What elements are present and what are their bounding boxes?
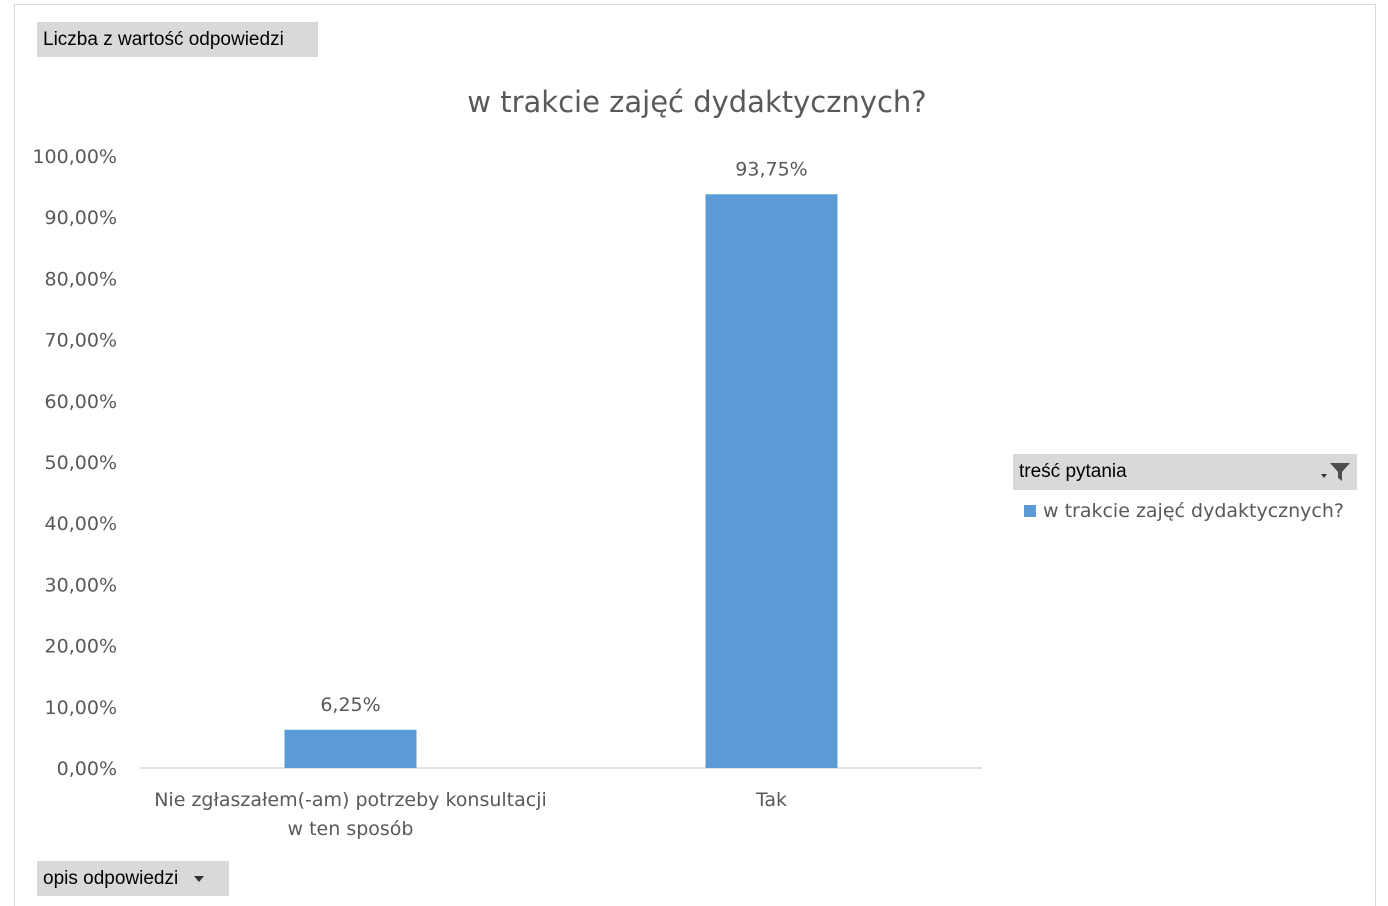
y-tick-label: 70,00% <box>45 330 117 352</box>
y-tick-label: 80,00% <box>45 268 117 290</box>
legend-swatch <box>1024 505 1036 517</box>
y-tick-label: 40,00% <box>45 513 117 535</box>
y-tick-label: 100,00% <box>32 146 117 168</box>
legend-field-button[interactable]: treść pytania <box>1013 454 1357 490</box>
data-label: 93,75% <box>735 158 807 180</box>
bar[interactable] <box>705 194 838 768</box>
y-tick-label: 30,00% <box>45 574 117 596</box>
funnel-icon <box>1330 463 1350 481</box>
x-tick-label: Tak <box>755 789 787 811</box>
y-axis: 0,00% 10,00% 20,00% 30,00% 40,00% 50,00% 60,00… <box>32 146 117 780</box>
small-dropdown-icon <box>1321 474 1327 478</box>
chart-frame <box>14 4 1376 906</box>
x-axis: Nie zgłaszałem(-am) potrzeby konsultacji… <box>154 789 787 840</box>
x-tick-label: Nie zgłaszałem(-am) potrzeby konsultacji <box>154 789 547 811</box>
legend-field-label: treść pytania <box>1019 461 1127 482</box>
legend-entry: w trakcie zajęć dydaktycznych? <box>1024 500 1344 522</box>
data-label: 6,25% <box>320 694 380 716</box>
x-tick-label: w ten sposób <box>288 818 414 840</box>
legend-entry-label: w trakcie zajęć dydaktycznych? <box>1043 500 1344 522</box>
y-tick-label: 60,00% <box>45 391 117 413</box>
bar[interactable] <box>284 729 417 768</box>
y-tick-label: 20,00% <box>45 636 117 658</box>
y-tick-label: 10,00% <box>45 697 117 719</box>
bar-series: 6,25% 93,75% <box>284 158 838 768</box>
values-field-button[interactable]: Liczba z wartość odpowiedzi <box>37 22 318 57</box>
chart-title: w trakcie zajęć dydaktycznych? <box>467 85 926 119</box>
values-field-label: Liczba z wartość odpowiedzi <box>43 28 284 50</box>
chevron-down-icon[interactable] <box>194 875 205 882</box>
y-tick-label: 90,00% <box>45 207 117 229</box>
filter-icon[interactable] <box>1321 461 1351 483</box>
axis-field-label: opis odpowiedzi <box>43 867 179 889</box>
y-tick-label: 50,00% <box>45 452 117 474</box>
y-tick-label: 0,00% <box>57 758 117 780</box>
axis-field-button[interactable]: opis odpowiedzi <box>37 861 229 896</box>
